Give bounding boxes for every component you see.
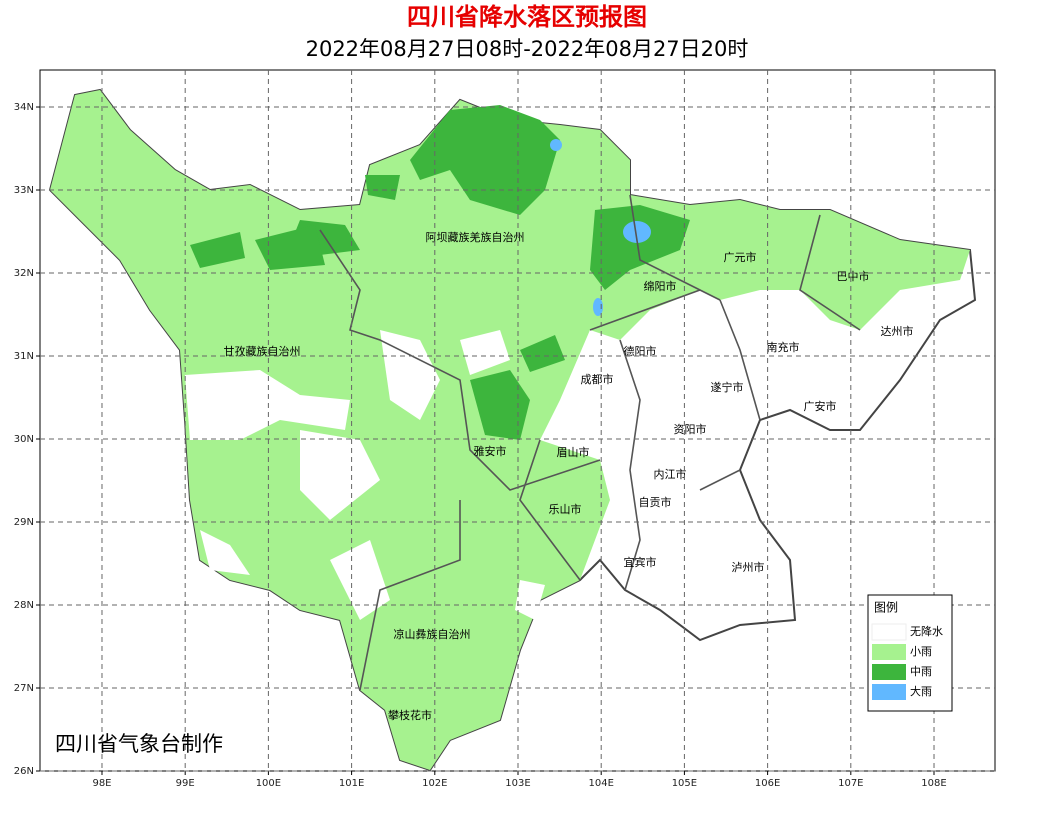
heavy-rain-patches <box>550 139 651 316</box>
y-tick-label: 27N <box>14 683 34 694</box>
x-tick-label: 106E <box>755 778 780 789</box>
region-label: 德阳市 <box>624 344 657 358</box>
region-label: 内江市 <box>654 467 687 481</box>
subtitle: 2022年08月27日08时-2022年08月27日20时 <box>306 37 749 61</box>
no-rain-patches <box>185 330 545 620</box>
border <box>519 439 581 581</box>
moderate-rain-patch <box>590 205 690 290</box>
legend-swatch <box>872 684 906 700</box>
region-label: 成都市 <box>581 372 614 386</box>
y-tick-label: 31N <box>14 351 34 362</box>
no-rain-patch <box>515 580 545 620</box>
no-rain-patch <box>330 540 390 620</box>
border <box>719 299 761 421</box>
no-rain-patch <box>460 330 510 375</box>
legend-swatch <box>871 623 907 641</box>
grid: 98E 99E 100E 101E 102E 103E 104E 105E 106E 107E 10… <box>14 70 995 789</box>
region-label: 阿坝藏族羌族自治州 <box>426 230 525 244</box>
y-tick-label: 33N <box>14 185 34 196</box>
region-label: 凉山彝族自治州 <box>394 627 471 641</box>
moderate-rain-patch <box>410 105 560 215</box>
region-label: 宜宾市 <box>624 555 657 569</box>
legend-label: 中雨 <box>910 665 932 678</box>
legend-label: 大雨 <box>910 684 932 698</box>
x-tick-label: 100E <box>256 778 281 789</box>
no-rain-patch <box>185 370 350 440</box>
legend-label: 无降水 <box>910 624 943 638</box>
x-tick-label: 98E <box>92 778 111 789</box>
region-label: 泸州市 <box>732 560 765 574</box>
legend-title: 图例 <box>874 601 898 615</box>
moderate-rain-patch <box>365 175 400 200</box>
y-tick-label: 26N <box>14 766 34 777</box>
y-tick-label: 28N <box>14 600 34 611</box>
x-tick-label: 99E <box>176 778 195 789</box>
x-tick-label: 103E <box>505 778 530 789</box>
no-rain-patch <box>200 530 250 575</box>
region-label: 遂宁市 <box>711 380 744 394</box>
x-tick-label: 105E <box>672 778 697 789</box>
legend-swatch <box>872 664 906 680</box>
region-label: 雅安市 <box>474 444 507 458</box>
x-tick-label: 104E <box>588 778 613 789</box>
footer: 四川省气象台制作 <box>55 732 223 756</box>
border <box>629 194 701 291</box>
moderate-rain-patch <box>255 225 325 270</box>
region-label: 南充市 <box>767 340 800 354</box>
no-rain-patch <box>300 430 380 520</box>
moderate-rain-patch <box>190 232 245 268</box>
region-label: 甘孜藏族自治州 <box>224 344 301 358</box>
border <box>619 339 641 591</box>
heavy-rain-patch <box>593 298 603 316</box>
legend-swatch <box>872 644 906 660</box>
heavy-rain-patch <box>550 139 562 151</box>
x-tick-label: 101E <box>339 778 364 789</box>
region-label: 达州市 <box>881 324 914 338</box>
region-label: 眉山市 <box>557 445 590 459</box>
x-tick-label: 108E <box>921 778 946 789</box>
region-label: 绵阳市 <box>644 279 677 293</box>
border <box>359 500 461 691</box>
moderate-rain-patch <box>470 370 530 440</box>
y-tick-label: 30N <box>14 434 34 445</box>
region-label: 乐山市 <box>549 502 582 516</box>
y-tick-label: 29N <box>14 517 34 528</box>
y-tick-label: 32N <box>14 268 34 279</box>
border <box>319 229 601 491</box>
border <box>699 469 741 491</box>
title: 四川省降水落区预报图 <box>407 3 647 31</box>
map-area: 阿坝藏族羌族自治州 甘孜藏族自治州 凉山彝族自治州 攀枝花市 雅安市 眉山市 乐… <box>48 88 977 771</box>
region-label: 攀枝花市 <box>388 708 432 722</box>
region-label: 自贡市 <box>639 495 672 509</box>
prefecture-borders <box>319 194 861 691</box>
y-tick-label: 34N <box>14 102 34 113</box>
border <box>799 214 861 331</box>
moderate-rain-patch <box>520 335 565 372</box>
region-label: 广元市 <box>724 250 757 264</box>
no-rain-patch <box>380 330 440 420</box>
x-tick-label: 107E <box>838 778 863 789</box>
region-label: 巴中市 <box>837 269 870 283</box>
heavy-rain-patch <box>623 221 651 243</box>
region-label: 广安市 <box>804 399 837 413</box>
region-label: 资阳市 <box>674 422 707 436</box>
legend-label: 小雨 <box>910 645 932 658</box>
x-tick-label: 102E <box>422 778 447 789</box>
